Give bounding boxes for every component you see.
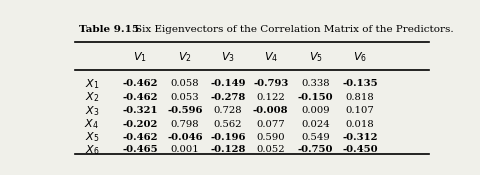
Text: -0.750: -0.750 (297, 145, 333, 154)
Text: -0.128: -0.128 (210, 145, 245, 154)
Text: 0.024: 0.024 (300, 120, 329, 129)
Text: 0.107: 0.107 (345, 106, 374, 115)
Text: $X_3$: $X_3$ (84, 104, 99, 117)
Text: 0.009: 0.009 (300, 106, 329, 115)
Text: -0.008: -0.008 (252, 106, 288, 115)
Text: -0.465: -0.465 (122, 145, 158, 154)
Text: $V_5$: $V_5$ (308, 50, 322, 64)
Text: $X_1$: $X_1$ (84, 77, 99, 90)
Text: $V_2$: $V_2$ (178, 50, 192, 64)
Text: 0.058: 0.058 (170, 79, 199, 88)
Text: 0.018: 0.018 (345, 120, 374, 129)
Text: -0.462: -0.462 (122, 133, 158, 142)
Text: -0.196: -0.196 (210, 133, 245, 142)
Text: 0.001: 0.001 (170, 145, 199, 154)
Text: 0.052: 0.052 (256, 145, 285, 154)
Text: -0.278: -0.278 (210, 93, 245, 102)
Text: -0.321: -0.321 (122, 106, 158, 115)
Text: -0.793: -0.793 (252, 79, 288, 88)
Text: $X_6$: $X_6$ (84, 143, 99, 157)
Text: 0.590: 0.590 (256, 133, 285, 142)
Text: 0.053: 0.053 (170, 93, 199, 102)
Text: 0.077: 0.077 (256, 120, 285, 129)
Text: Six Eigenvectors of the Correlation Matrix of the Predictors.: Six Eigenvectors of the Correlation Matr… (134, 25, 452, 34)
Text: $X_2$: $X_2$ (84, 90, 99, 104)
Text: Table 9.15: Table 9.15 (79, 25, 138, 34)
Text: -0.046: -0.046 (167, 133, 203, 142)
Text: 0.798: 0.798 (170, 120, 199, 129)
Text: $V_4$: $V_4$ (263, 50, 277, 64)
Text: -0.462: -0.462 (122, 93, 158, 102)
Text: 0.728: 0.728 (213, 106, 242, 115)
Text: $V_1$: $V_1$ (133, 50, 147, 64)
Text: -0.450: -0.450 (342, 145, 377, 154)
Text: -0.149: -0.149 (210, 79, 245, 88)
Text: -0.202: -0.202 (122, 120, 157, 129)
Text: -0.596: -0.596 (167, 106, 203, 115)
Text: 0.818: 0.818 (345, 93, 374, 102)
Text: $X_5$: $X_5$ (84, 131, 99, 144)
Text: -0.135: -0.135 (342, 79, 377, 88)
Text: -0.462: -0.462 (122, 79, 158, 88)
Text: 0.122: 0.122 (256, 93, 285, 102)
Text: $V_6$: $V_6$ (352, 50, 366, 64)
Text: $V_3$: $V_3$ (220, 50, 234, 64)
Text: -0.312: -0.312 (342, 133, 377, 142)
Text: $X_4$: $X_4$ (84, 117, 99, 131)
Text: 0.562: 0.562 (213, 120, 241, 129)
Text: -0.150: -0.150 (297, 93, 333, 102)
Text: 0.549: 0.549 (300, 133, 329, 142)
Text: 0.338: 0.338 (300, 79, 329, 88)
